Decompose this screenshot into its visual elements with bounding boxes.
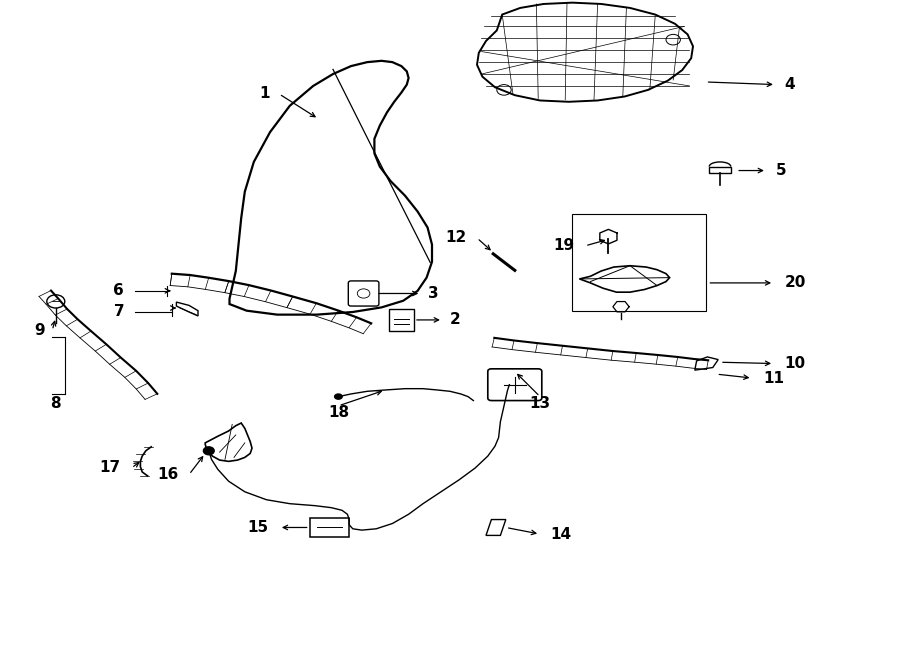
Bar [389, 309, 414, 330]
Text: 13: 13 [529, 396, 551, 410]
Text: 6: 6 [113, 284, 124, 298]
Text: 4: 4 [785, 77, 796, 92]
Text: 18: 18 [328, 405, 349, 420]
Text: 16: 16 [157, 467, 178, 482]
Text: 20: 20 [785, 276, 806, 290]
Text: 12: 12 [445, 231, 466, 245]
Circle shape [334, 393, 343, 400]
Bar [572, 214, 706, 311]
Bar [310, 518, 349, 537]
Text: 15: 15 [248, 520, 268, 535]
Text: 2: 2 [450, 313, 461, 327]
Text: 7: 7 [113, 305, 124, 319]
Text: 3: 3 [428, 286, 439, 301]
Text: 1: 1 [259, 87, 270, 101]
Text: 10: 10 [785, 356, 806, 371]
Circle shape [203, 447, 214, 455]
Text: 5: 5 [776, 163, 787, 178]
Text: 8: 8 [50, 396, 61, 410]
Text: 14: 14 [551, 527, 572, 541]
Text: 19: 19 [554, 239, 574, 253]
Text: 11: 11 [763, 371, 784, 385]
Text: 9: 9 [34, 323, 45, 338]
Bar [709, 167, 731, 173]
Text: 17: 17 [100, 461, 121, 475]
